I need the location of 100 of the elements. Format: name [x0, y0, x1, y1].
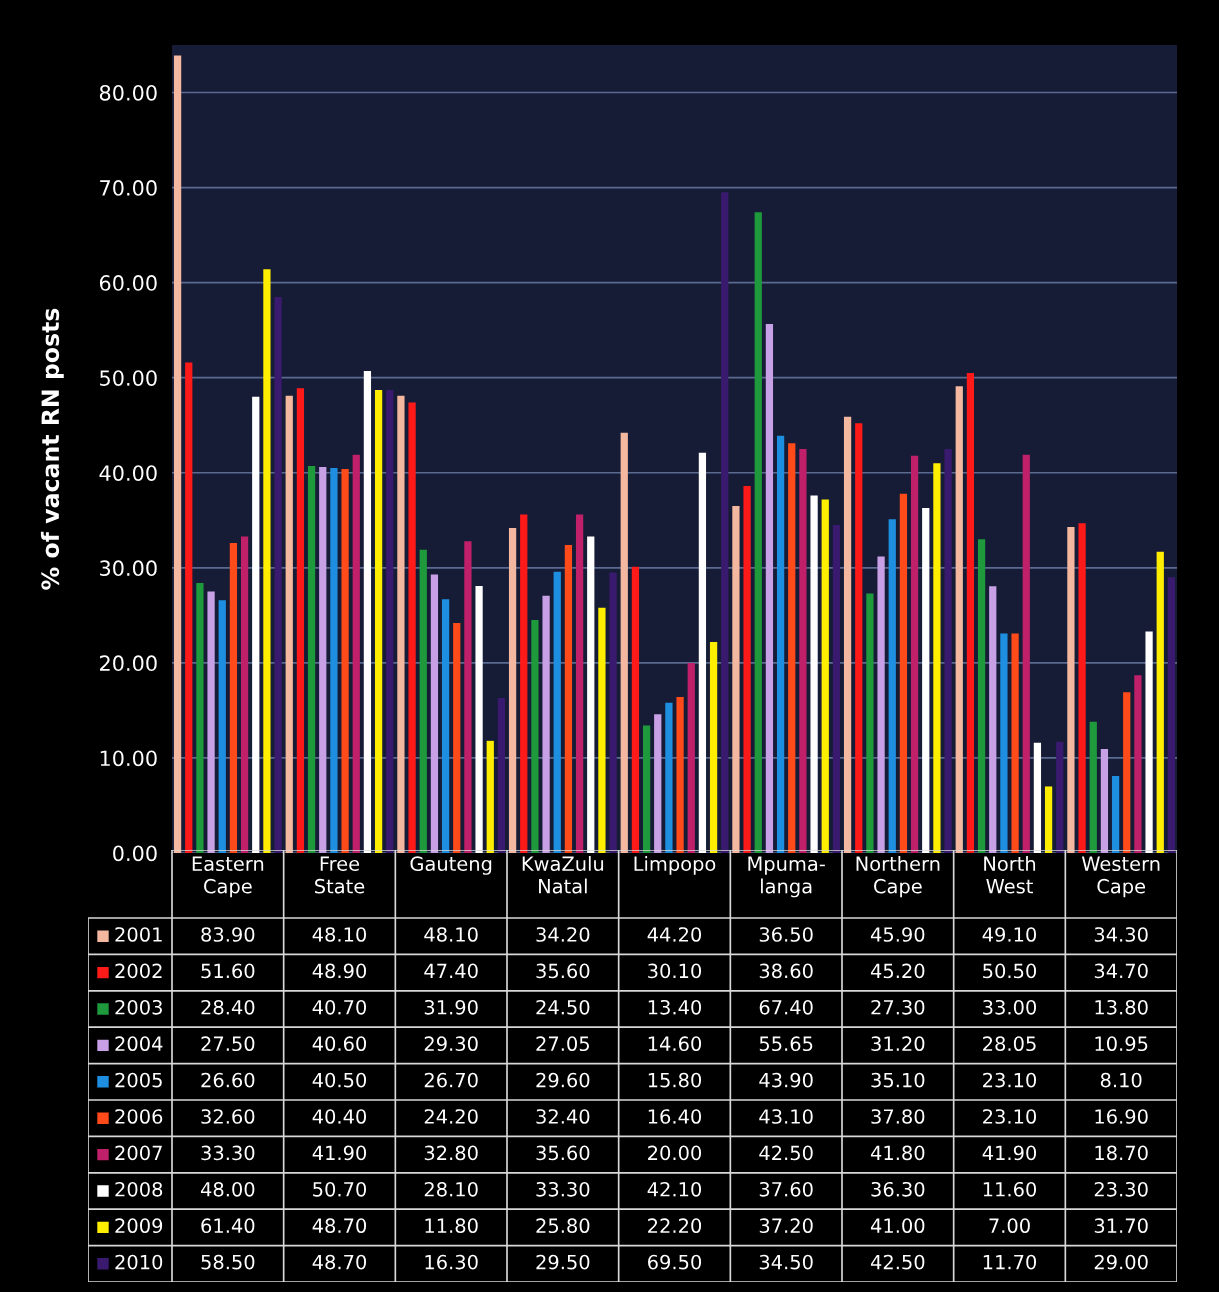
bar — [721, 192, 729, 853]
data-label: 40.50 — [312, 1072, 367, 1088]
x-tick-label: KwaZulu Natal — [522, 856, 604, 894]
bar — [922, 507, 930, 853]
data-label: 27.30 — [871, 999, 925, 1015]
legend-label: 2006 — [115, 1109, 163, 1124]
data-label: 41.90 — [982, 1145, 1037, 1161]
data-label: 50.50 — [983, 963, 1037, 979]
data-label: 28.05 — [983, 1036, 1036, 1052]
bar — [944, 449, 952, 853]
bar — [497, 698, 506, 853]
bar — [654, 714, 662, 853]
data-label: 11.80 — [425, 1218, 478, 1234]
data-label: 50.70 — [313, 1181, 367, 1197]
x-tick-label: Northern Cape — [856, 856, 940, 898]
data-label: 37.80 — [871, 1109, 925, 1124]
bar — [810, 495, 818, 853]
data-label: 8.10 — [1100, 1072, 1142, 1088]
x-tick-label: Eastern Cape — [192, 856, 264, 898]
data-label: 45.20 — [870, 963, 925, 979]
bar — [475, 585, 483, 853]
bar — [620, 432, 628, 853]
data-label: 13.80 — [1095, 999, 1148, 1015]
data-label: 33.30 — [536, 1181, 590, 1197]
data-label: 16.40 — [648, 1109, 702, 1124]
data-label: 40.60 — [312, 1036, 367, 1052]
data-label: 31.70 — [1094, 1218, 1148, 1234]
bar — [1111, 776, 1120, 853]
bar — [553, 571, 561, 853]
x-tick-label: Mpuma- langa — [748, 856, 825, 898]
bar — [441, 599, 450, 853]
bar — [855, 423, 863, 853]
data-label: 11.60 — [983, 1181, 1037, 1197]
bar — [1000, 633, 1008, 853]
data-label: 36.30 — [871, 1181, 925, 1197]
data-label: 41.80 — [870, 1145, 925, 1161]
legend-label: 2005 — [115, 1072, 162, 1088]
data-label: 7.00 — [989, 1218, 1030, 1234]
data-label: 35.10 — [871, 1072, 925, 1088]
y-tick-label: 70.00 — [100, 180, 157, 196]
bar — [285, 395, 293, 853]
bar — [1123, 692, 1131, 853]
x-tick-label: Gauteng — [410, 856, 492, 875]
bar — [631, 566, 640, 853]
bar — [1044, 786, 1053, 853]
y-tick-label: 0.00 — [113, 845, 157, 862]
data-label: 34.70 — [1094, 963, 1148, 979]
bar — [274, 296, 282, 853]
legend-label: 2009 — [115, 1218, 163, 1234]
bar — [1056, 741, 1064, 853]
y-tick-label: 10.00 — [100, 750, 157, 767]
bar — [598, 607, 606, 853]
bar — [341, 468, 349, 853]
data-label: 26.60 — [201, 1072, 255, 1088]
data-label: 69.50 — [648, 1254, 702, 1270]
data-label: 35.60 — [536, 1145, 590, 1161]
bar — [866, 593, 874, 853]
legend-label: 2002 — [115, 963, 162, 979]
data-label: 42.10 — [647, 1181, 702, 1197]
data-label: 67.40 — [759, 999, 813, 1015]
y-tick-label: 40.00 — [99, 465, 157, 481]
bar — [196, 583, 204, 853]
bar — [899, 493, 908, 853]
x-tick-label: Western Cape — [1081, 856, 1160, 898]
bar — [1022, 454, 1030, 853]
bar — [1011, 633, 1019, 853]
bar — [207, 591, 215, 853]
data-label: 38.60 — [759, 963, 813, 979]
data-label: 51.60 — [201, 963, 255, 979]
bar — [542, 595, 550, 853]
bar — [296, 388, 305, 853]
data-label: 34.50 — [759, 1254, 813, 1270]
bar — [1134, 675, 1142, 853]
bar — [587, 536, 595, 853]
bar — [363, 371, 372, 853]
bar — [832, 525, 841, 853]
data-label: 48.70 — [312, 1254, 367, 1270]
data-label: 42.50 — [870, 1254, 925, 1270]
data-label: 29.60 — [536, 1072, 590, 1088]
bar — [252, 396, 260, 853]
bar — [453, 622, 461, 853]
data-label: 24.50 — [536, 999, 590, 1015]
data-label: 48.70 — [312, 1218, 367, 1234]
data-label: 58.50 — [201, 1254, 255, 1270]
bar — [307, 466, 316, 853]
legend-label: 2010 — [115, 1254, 163, 1270]
data-label: 26.70 — [424, 1072, 478, 1088]
bar — [419, 549, 427, 853]
bar — [430, 574, 439, 853]
bar — [665, 702, 673, 853]
bar — [709, 641, 718, 853]
data-label: 37.60 — [759, 1181, 813, 1197]
data-label: 30.10 — [648, 963, 702, 979]
bar — [386, 390, 394, 853]
bar — [486, 740, 494, 853]
data-label: 43.10 — [759, 1109, 813, 1124]
data-label: 29.50 — [536, 1254, 590, 1270]
data-label: 42.50 — [759, 1145, 813, 1161]
bar — [933, 463, 941, 853]
bar — [955, 386, 963, 853]
